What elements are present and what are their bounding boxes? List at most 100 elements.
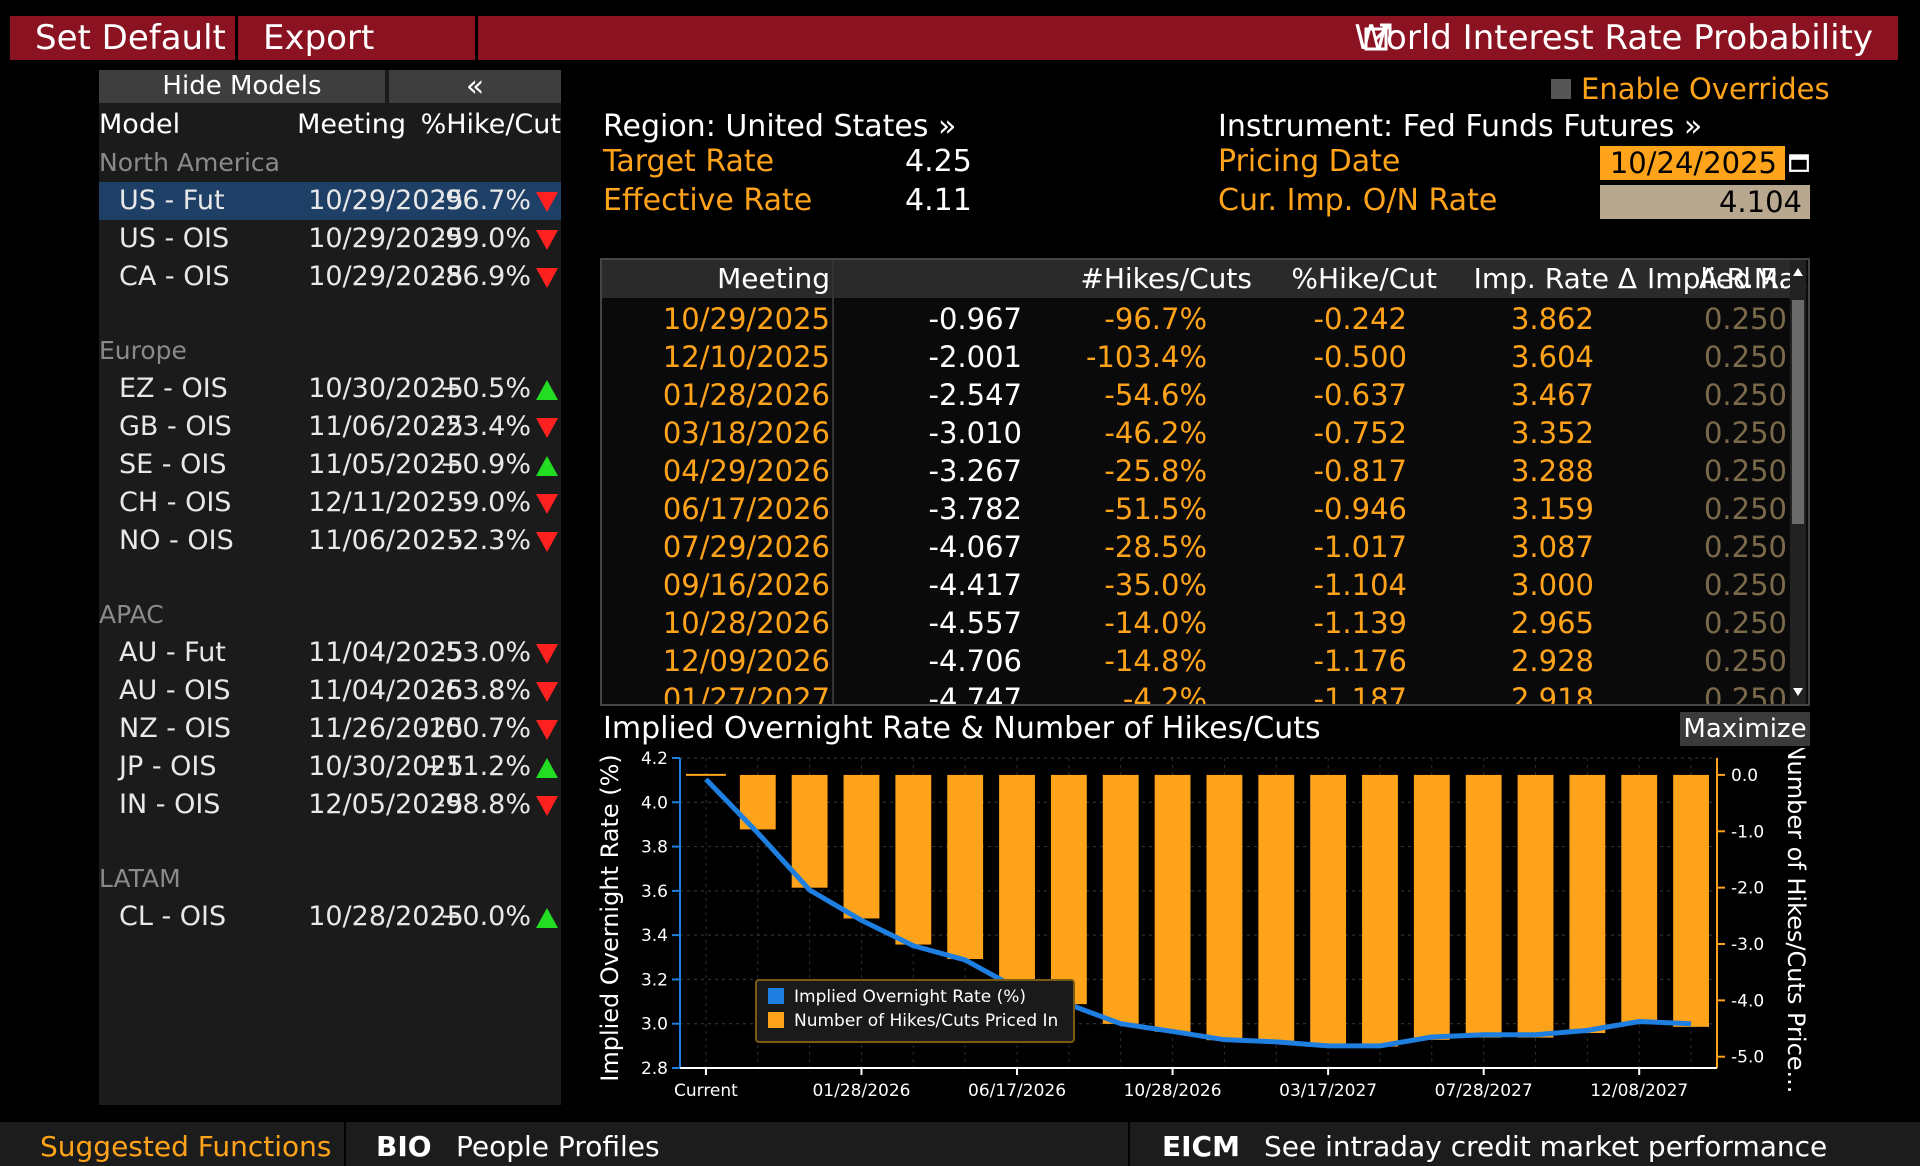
model-row[interactable]: NO - OIS 11/06/2025 -2.3% xyxy=(99,522,561,560)
pct-hike-cut: +0.0% xyxy=(439,901,531,932)
model-row[interactable]: CH - OIS 12/11/2025 -9.0% xyxy=(99,484,561,522)
page-title: World Interest Rate Probability xyxy=(1354,18,1873,58)
meeting-date: 11/26/2025 xyxy=(308,713,464,744)
external-link-icon[interactable] xyxy=(1363,22,1393,52)
instrument-selector[interactable]: Instrument: Fed Funds Futures » xyxy=(1218,109,1703,144)
table-cell: 0.250 xyxy=(1703,644,1787,678)
model-row[interactable]: US - OIS 10/29/2025 -99.0% xyxy=(99,220,561,258)
model-row[interactable]: AU - OIS 11/04/2025 -63.8% xyxy=(99,672,561,710)
hide-models-button[interactable]: Hide Models xyxy=(99,70,385,103)
table-row[interactable]: 10/28/2026 -4.557 -14.0% -1.139 2.965 0.250 xyxy=(602,604,1792,642)
maximize-button[interactable]: Maximize xyxy=(1680,712,1810,746)
pricing-date-input[interactable]: 10/24/2025 xyxy=(1600,146,1785,180)
model-row[interactable]: NZ - OIS 11/26/2025 -100.7% xyxy=(99,710,561,748)
effective-rate-value: 4.11 xyxy=(905,183,972,218)
meeting-date: 11/06/2025 xyxy=(308,411,464,442)
eicm-function-code[interactable]: EICM xyxy=(1162,1130,1240,1163)
table-cell: 0.250 xyxy=(1703,378,1787,412)
table-cell: -4.067 xyxy=(928,530,1023,564)
meeting-date: 11/05/2025 xyxy=(308,449,464,480)
model-row[interactable]: EZ - OIS 10/30/2025 +0.5% xyxy=(99,370,561,408)
table-scrollbar[interactable] xyxy=(1790,260,1806,704)
legend-swatch-rate xyxy=(768,988,784,1004)
bio-function-code[interactable]: BIO xyxy=(376,1130,432,1163)
export-button[interactable]: Export xyxy=(238,16,478,60)
table-row[interactable]: 06/17/2026 -3.782 -51.5% -0.946 3.159 0.250 xyxy=(602,490,1792,528)
x-tick-label: 01/28/2026 xyxy=(812,1081,910,1101)
down-arrow-icon xyxy=(536,418,558,438)
model-row[interactable]: US - Fut 10/29/2025 -96.7% xyxy=(99,182,561,220)
scroll-up-arrow-icon[interactable] xyxy=(1793,268,1803,276)
header-meeting[interactable]: Meeting xyxy=(717,262,830,295)
table-cell: -4.557 xyxy=(928,606,1023,640)
pct-hike-cut: -100.7% xyxy=(418,713,531,744)
y2-tick-label: -1.0 xyxy=(1731,822,1764,842)
down-arrow-icon xyxy=(536,494,558,514)
table-row[interactable]: 04/29/2026 -3.267 -25.8% -0.817 3.288 0.250 xyxy=(602,452,1792,490)
table-cell: 2.918 xyxy=(1510,682,1594,706)
pct-hike-cut: -63.8% xyxy=(435,675,531,706)
y-tick-label: 4.2 xyxy=(641,749,668,769)
table-row[interactable]: 03/18/2026 -3.010 -46.2% -0.752 3.352 0.250 xyxy=(602,414,1792,452)
column-header-pct[interactable]: %Hike/Cut xyxy=(420,109,561,140)
table-row[interactable]: 01/27/2027 -4.747 -4.2% -1.187 2.918 0.250 xyxy=(602,680,1792,706)
overrides-checkbox[interactable] xyxy=(1551,79,1571,99)
calendar-icon[interactable] xyxy=(1788,151,1810,173)
table-cell: -46.2% xyxy=(1104,416,1207,450)
x-tick-label: Current xyxy=(674,1081,738,1101)
model-row[interactable]: AU - Fut 11/04/2025 -53.0% xyxy=(99,634,561,672)
model-name: IN - OIS xyxy=(119,789,221,820)
table-cell: 0.250 xyxy=(1703,340,1787,374)
effective-rate-label: Effective Rate xyxy=(603,183,813,218)
table-row[interactable]: 12/09/2026 -4.706 -14.8% -1.176 2.928 0.250 xyxy=(602,642,1792,680)
column-header-model[interactable]: Model xyxy=(99,109,181,140)
model-row[interactable]: CL - OIS 10/28/2025 +0.0% xyxy=(99,898,561,936)
bar xyxy=(1258,774,1295,1043)
table-cell: -1.017 xyxy=(1313,530,1408,564)
suggested-functions-label: Suggested Functions xyxy=(40,1130,332,1163)
header-hikes-cuts[interactable]: #Hikes/Cuts xyxy=(1080,262,1252,295)
table-cell: 0.250 xyxy=(1703,302,1787,336)
table-row[interactable]: 07/29/2026 -4.067 -28.5% -1.017 3.087 0.250 xyxy=(602,528,1792,566)
pct-hike-cut: -23.4% xyxy=(435,411,531,442)
scrollbar-thumb[interactable] xyxy=(1792,300,1804,524)
table-cell: -35.0% xyxy=(1104,568,1207,602)
pct-hike-cut: +0.9% xyxy=(439,449,531,480)
header-implied-rate[interactable]: Implied Rate xyxy=(1647,262,1810,295)
header-arm[interactable]: A.R.M. xyxy=(1699,262,1787,295)
column-header-meeting[interactable]: Meeting xyxy=(297,109,406,140)
y-tick-label: 3.6 xyxy=(641,882,668,902)
model-name: AU - Fut xyxy=(119,637,226,668)
bar xyxy=(1413,774,1450,1040)
model-row[interactable]: GB - OIS 11/06/2025 -23.4% xyxy=(99,408,561,446)
table-cell: -0.752 xyxy=(1313,416,1408,450)
region-selector[interactable]: Region: United States » xyxy=(603,109,957,144)
column-divider xyxy=(832,260,834,704)
bar xyxy=(1310,774,1347,1047)
model-name: NO - OIS xyxy=(119,525,234,556)
header-pct-hike-cut[interactable]: %Hike/Cut xyxy=(1291,262,1437,295)
model-name: JP - OIS xyxy=(119,751,217,782)
table-row[interactable]: 12/10/2025 -2.001 -103.4% -0.500 3.604 0.250 xyxy=(602,338,1792,376)
scroll-down-arrow-icon[interactable] xyxy=(1793,688,1803,696)
table-row[interactable]: 10/29/2025 -0.967 -96.7% -0.242 3.862 0.250 xyxy=(602,300,1792,338)
table-cell: -1.139 xyxy=(1313,606,1408,640)
y-tick-label: 3.4 xyxy=(641,926,668,946)
table-cell: -4.417 xyxy=(928,568,1023,602)
table-cell: 2.965 xyxy=(1510,606,1594,640)
bio-function-text[interactable]: People Profiles xyxy=(456,1130,660,1163)
table-row[interactable]: 09/16/2026 -4.417 -35.0% -1.104 3.000 0.250 xyxy=(602,566,1792,604)
table-cell: 10/29/2025 xyxy=(662,302,830,336)
header-imp-rate-delta[interactable]: Imp. Rate Δ xyxy=(1473,262,1637,295)
collapse-panel-button[interactable]: « xyxy=(389,70,561,103)
set-default-button[interactable]: Set Default xyxy=(10,16,238,60)
model-row[interactable]: SE - OIS 11/05/2025 +0.9% xyxy=(99,446,561,484)
table-row[interactable]: 01/28/2026 -2.547 -54.6% -0.637 3.467 0.250 xyxy=(602,376,1792,414)
model-row[interactable]: JP - OIS 10/30/2025 +11.2% xyxy=(99,748,561,786)
model-row[interactable]: CA - OIS 10/29/2025 -86.9% xyxy=(99,258,561,296)
enable-overrides-label[interactable]: Enable Overrides xyxy=(1581,72,1830,106)
model-row[interactable]: IN - OIS 12/05/2025 -98.8% xyxy=(99,786,561,824)
table-cell: -4.747 xyxy=(928,682,1023,706)
bar xyxy=(1206,774,1243,1041)
eicm-function-text[interactable]: See intraday credit market performance xyxy=(1264,1130,1828,1163)
